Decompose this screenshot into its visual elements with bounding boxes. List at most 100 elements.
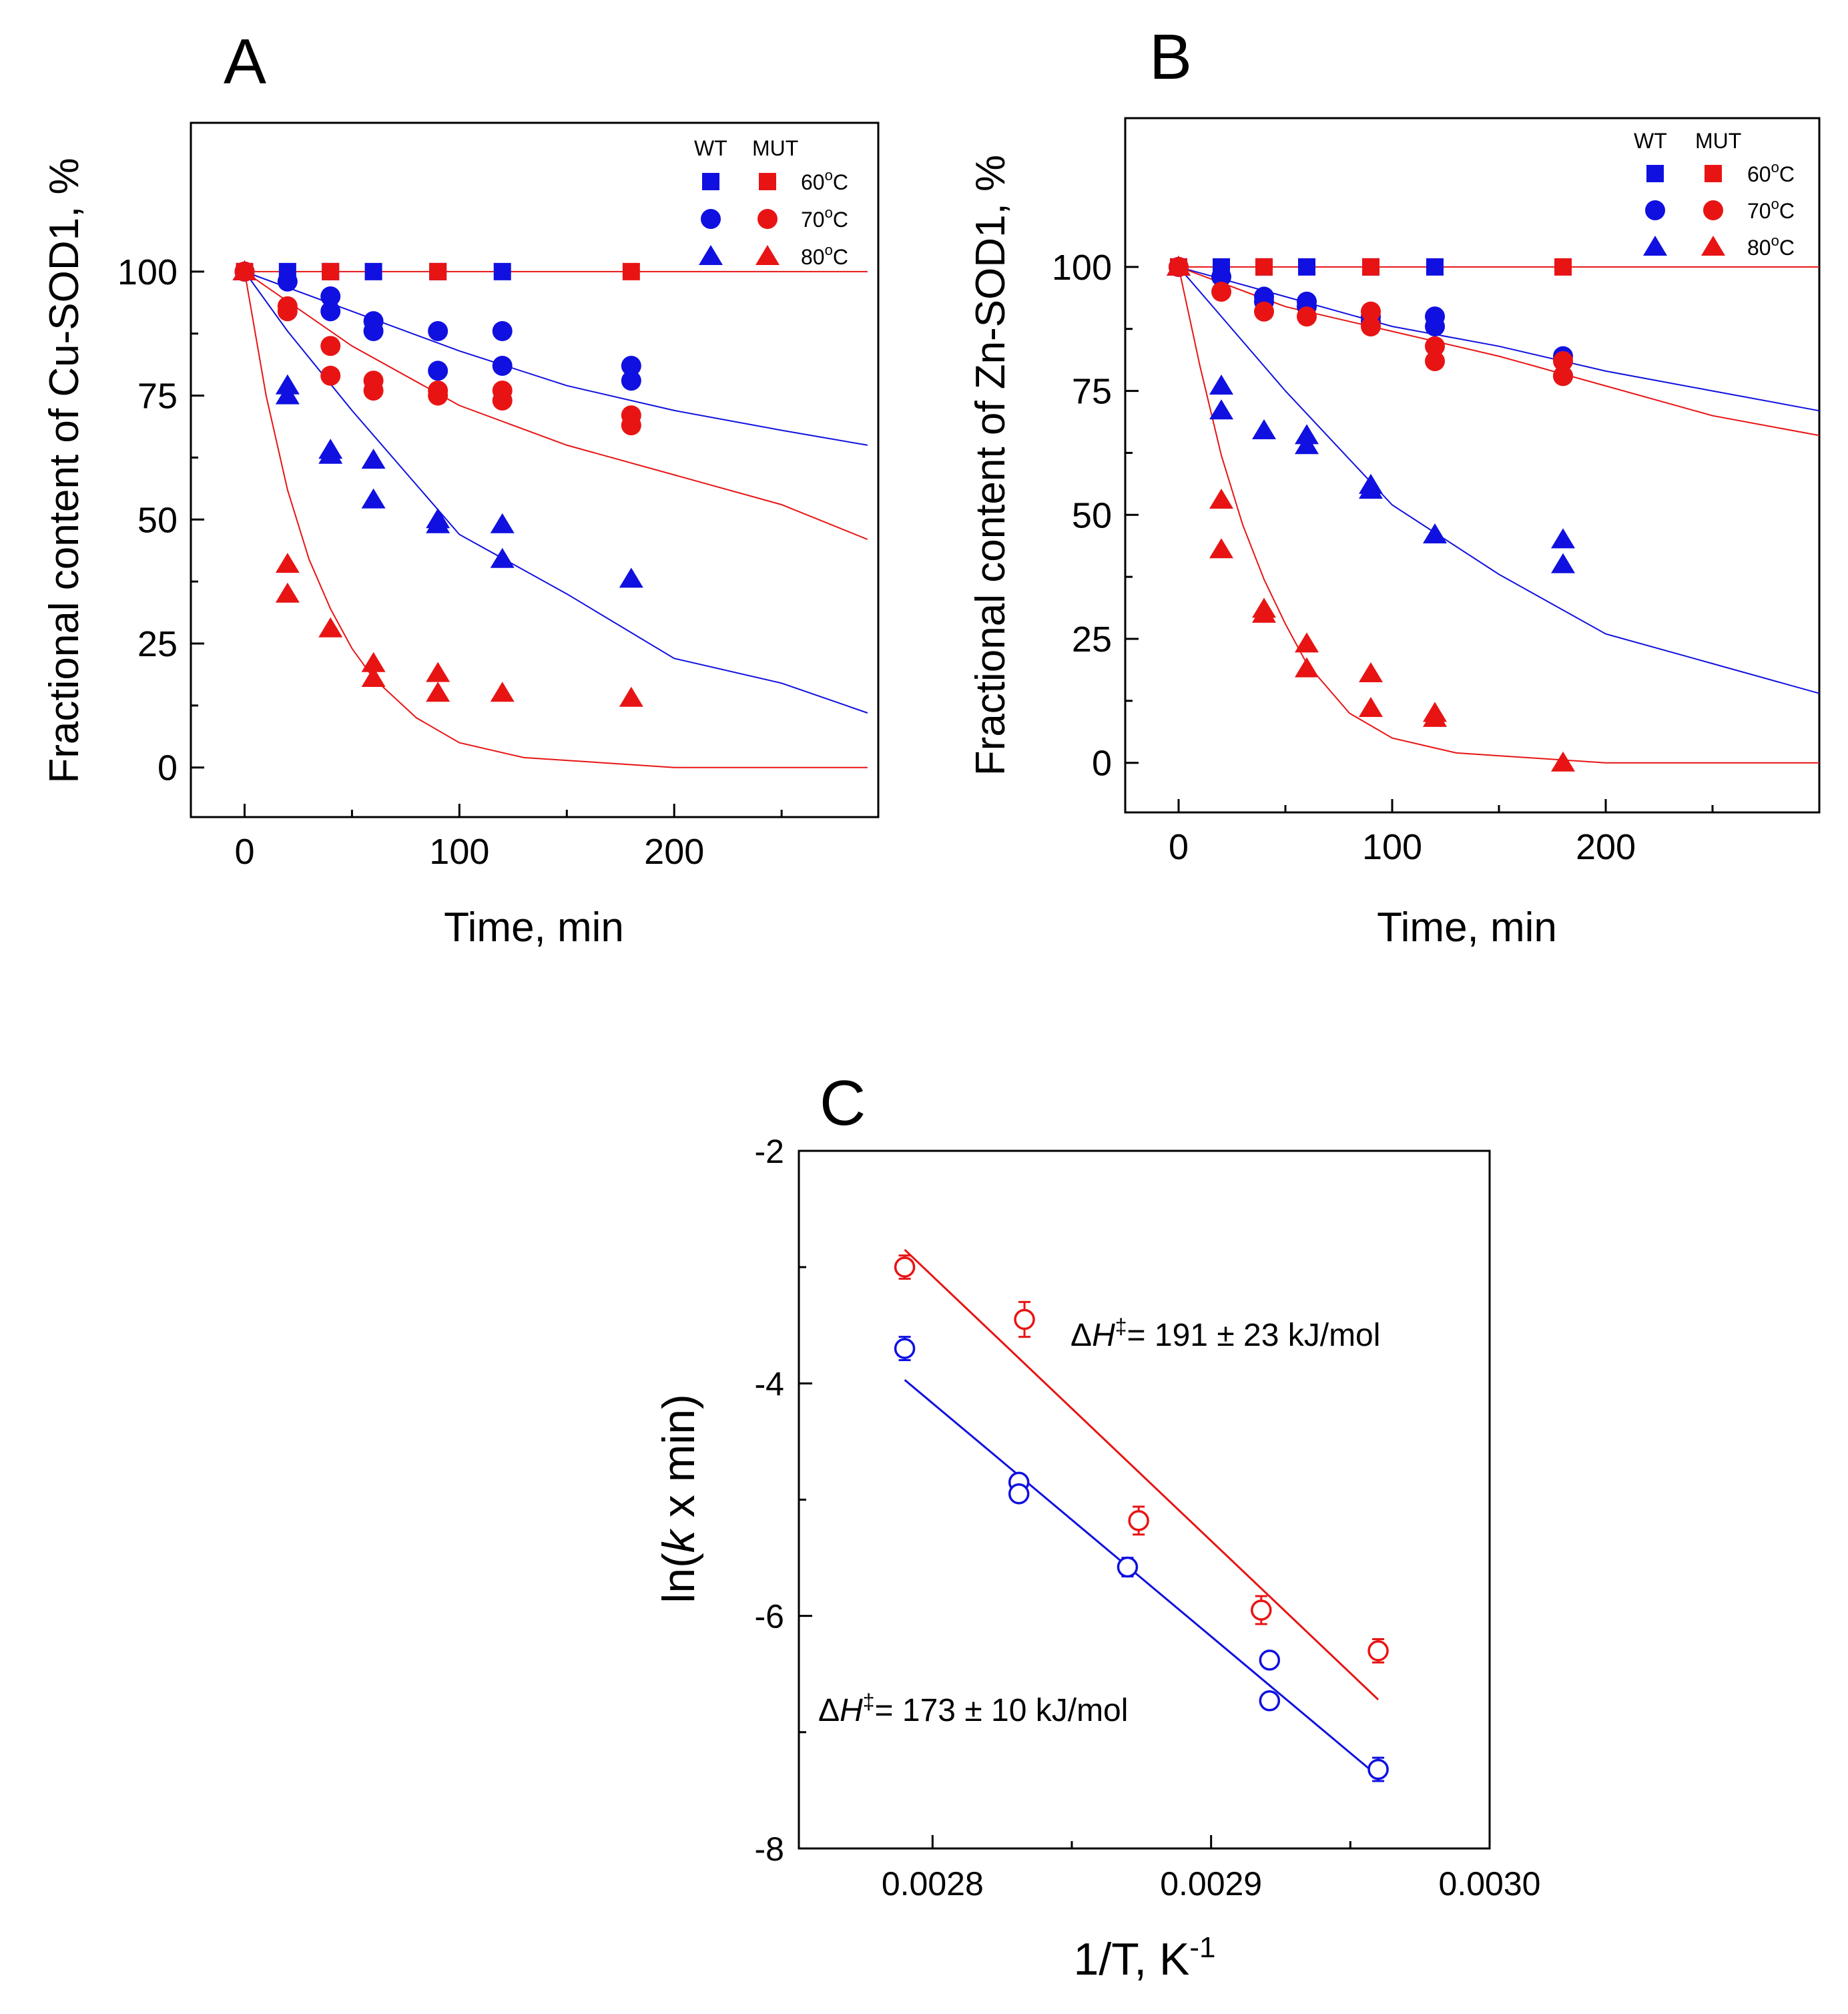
x-tick-label: 0	[234, 832, 254, 872]
x-tick-label: 200	[1576, 827, 1636, 867]
panel-a-x-axis-title: Time, min	[444, 905, 624, 951]
panel-c-x-axis-title: 1/T, K-1	[1074, 1931, 1216, 1985]
data-point-mut-square	[429, 262, 447, 280]
legend-label: 60oC	[1747, 159, 1795, 186]
data-point-mut-circle	[320, 365, 341, 386]
data-point-mut-circle	[1553, 351, 1573, 371]
x-tick-label: 100	[1362, 827, 1422, 867]
data-point-mut-circle	[363, 381, 384, 401]
data-point-mut-circle	[492, 391, 513, 411]
y-tick-label: 25	[1072, 619, 1112, 660]
legend-marker-mut-circle	[757, 209, 778, 229]
data-point-wt-square	[493, 262, 511, 280]
data-point-mut-circle	[1425, 351, 1445, 371]
data-point-mut-triangle	[361, 667, 386, 687]
data-point-wt-circle	[621, 356, 641, 376]
data-point-mut-square	[1255, 258, 1273, 276]
y-tick-label: 100	[1052, 248, 1112, 288]
data-point-wt-square	[364, 262, 382, 280]
data-point-mut-triangle	[361, 652, 386, 672]
data-point-wt-triangle	[490, 547, 515, 568]
panel-c-data-points	[894, 1254, 1389, 1782]
data-point-wt-triangle	[1359, 479, 1383, 499]
data-point-wt-open-circle	[1259, 1690, 1281, 1712]
data-point-wt-open-circle	[1367, 1758, 1389, 1780]
fit-line-wt	[1178, 266, 1820, 694]
data-point-mut-circle	[1361, 301, 1381, 322]
data-point-mut-circle	[277, 301, 298, 322]
data-point-mut-triangle	[426, 682, 450, 702]
data-point-mut-circle	[428, 385, 448, 406]
data-point-mut-square	[322, 262, 340, 280]
panel-a-y-axis-title: Fractional content of Cu-SOD1, %	[41, 158, 87, 783]
legend-marker-wt-triangle	[699, 245, 723, 265]
data-point-mut-circle	[1425, 336, 1445, 356]
data-point-mut-circle	[1211, 282, 1231, 302]
y-tick-label: 75	[1072, 372, 1112, 412]
y-tick-label: -6	[755, 1598, 784, 1635]
panel-a-data-points	[232, 260, 643, 707]
data-point-wt-square	[1298, 258, 1315, 276]
data-point-mut-triangle	[426, 662, 450, 682]
data-point-wt-triangle	[1423, 523, 1447, 543]
data-point-mut-triangle	[232, 260, 257, 280]
legend-header-mut: MUT	[752, 136, 798, 160]
data-point-mut-square	[1554, 258, 1572, 276]
y-tick-label: -2	[755, 1133, 784, 1170]
data-point-mut-triangle	[1295, 632, 1319, 653]
data-point-mut-square	[622, 262, 640, 280]
y-tick-label: 100	[117, 252, 178, 292]
legend-header-wt: WT	[694, 136, 727, 160]
fit-line-mut	[244, 271, 868, 768]
panel-b-fit-lines	[1178, 266, 1820, 764]
data-point-mut-triangle	[1167, 255, 1191, 276]
y-tick-label: 25	[137, 624, 178, 664]
data-point-wt-triangle	[1551, 528, 1575, 549]
data-point-wt-circle	[428, 360, 448, 381]
panel-c-y-axis-title: ln(k x min)	[653, 1394, 704, 1603]
legend-marker-wt-circle	[1645, 200, 1665, 220]
fit-line-mut	[1178, 266, 1819, 764]
data-point-mut-open-circle	[1367, 1640, 1389, 1662]
data-point-mut-triangle	[619, 686, 643, 707]
data-point-wt-triangle	[1252, 419, 1276, 439]
legend-marker-mut-circle	[1703, 200, 1723, 220]
y-tick-label: 0	[1092, 744, 1112, 784]
legend-label: 80oC	[801, 242, 848, 269]
x-tick-label: 0	[1169, 827, 1189, 867]
data-point-mut-triangle	[1423, 706, 1447, 727]
data-point-wt-triangle	[361, 449, 386, 469]
fit-line-wt	[904, 1378, 1379, 1778]
y-tick-label: 75	[137, 376, 178, 417]
fit-line-wt	[244, 271, 868, 714]
data-point-mut-circle	[320, 336, 341, 356]
panel-b-data-points	[1167, 255, 1575, 772]
data-point-wt-circle	[492, 356, 513, 376]
panel-c: C 0.0028 0.0029 0.0030 -8 -6 -4 -2 ΔH‡= 191 ± …	[653, 1067, 1540, 1985]
x-tick-label: 0.0028	[882, 1865, 984, 1903]
data-point-wt-circle	[320, 301, 341, 322]
panel-a-fit-lines	[244, 270, 868, 768]
legend-marker-wt-square	[1646, 165, 1664, 182]
data-point-mut-circle	[1254, 301, 1274, 322]
panel-a-ticks: 0 100 200 0 25 50 75 100	[117, 252, 783, 872]
data-point-mut-open-circle	[1128, 1510, 1149, 1531]
data-point-wt-triangle	[426, 513, 450, 533]
fit-line-wt	[244, 270, 868, 446]
data-point-mut-triangle	[318, 617, 343, 638]
legend-label: 70oC	[801, 204, 848, 232]
data-point-mut-square	[1362, 258, 1379, 276]
data-point-mut-triangle	[275, 553, 300, 573]
panel-c-fit-lines	[904, 1248, 1379, 1778]
data-point-mut-open-circle	[1251, 1599, 1272, 1621]
data-point-mut-triangle	[1295, 657, 1319, 678]
data-point-mut-triangle	[1252, 602, 1276, 623]
panel-b-y-axis-title: Fractional content of Zn-SOD1, %	[968, 155, 1014, 776]
x-tick-label: 200	[644, 832, 704, 872]
data-point-wt-triangle	[275, 384, 300, 405]
panel-c-ticks: 0.0028 0.0029 0.0030 -8 -6 -4 -2	[755, 1133, 1541, 1903]
y-tick-label: 50	[137, 500, 178, 540]
data-point-mut-triangle	[1359, 662, 1383, 682]
